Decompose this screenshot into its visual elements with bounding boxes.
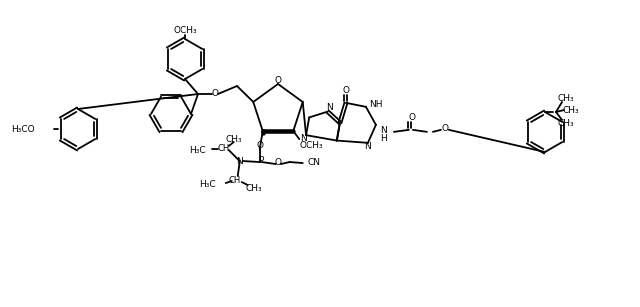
Text: N: N [236,157,243,165]
Text: H₃CO: H₃CO [12,125,35,134]
Text: CH: CH [218,144,230,153]
Text: O: O [274,157,281,166]
Text: H: H [381,134,387,143]
Text: CH₃: CH₃ [557,119,574,127]
Text: P: P [258,156,264,165]
Text: N: N [381,126,387,135]
Text: OCH₃: OCH₃ [173,25,197,34]
Text: N: N [365,142,371,151]
Text: CH: CH [228,176,241,185]
Text: OCH₃: OCH₃ [300,141,323,150]
Text: CH₃: CH₃ [225,134,242,144]
Text: N: N [326,103,333,112]
Text: O: O [342,86,349,95]
Text: O: O [275,76,282,84]
Text: H₃C: H₃C [189,146,205,154]
Text: O: O [442,124,449,133]
Text: NH: NH [369,100,383,109]
Text: O: O [256,141,263,150]
Text: CN: CN [307,157,320,166]
Text: O: O [408,113,415,122]
Text: O: O [211,88,218,98]
Text: CH₃: CH₃ [245,184,262,192]
Text: N: N [300,134,307,143]
Text: CH₃: CH₃ [563,106,579,115]
Text: H₃C: H₃C [199,180,216,188]
Text: CH₃: CH₃ [557,94,574,103]
